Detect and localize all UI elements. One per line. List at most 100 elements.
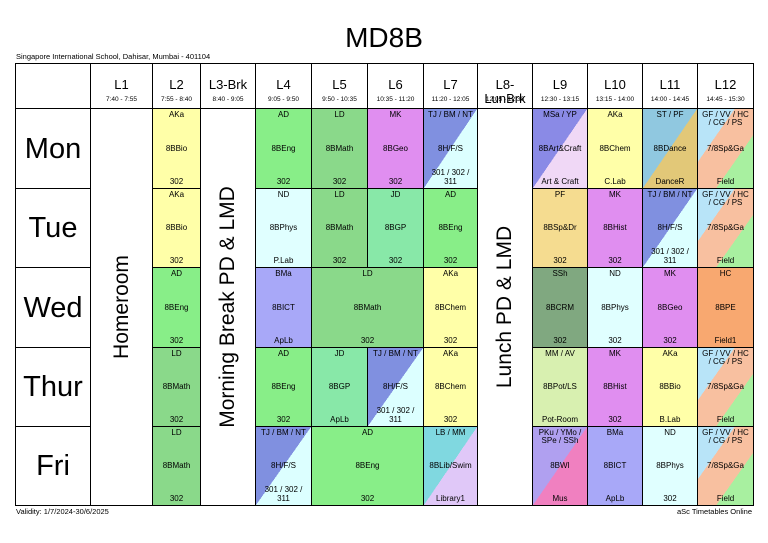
lesson-subject: 8BBio (165, 143, 188, 153)
lesson-cell: MSa / YP 8BArt&Craft Art & Craft (532, 108, 588, 189)
lesson-teacher: GF / VV / HC / CG / PS (702, 349, 749, 367)
lesson-teacher: MK (609, 349, 621, 358)
lesson-cell: ND 8BPhys 302 (587, 267, 643, 348)
period-header: L6 10:35 - 11:20 (367, 63, 424, 109)
lesson-room: 302 (663, 493, 677, 503)
lesson-cell: MK 8BHist 302 (587, 347, 643, 427)
lesson-subject: 7/8Sp&Ga (707, 381, 744, 391)
lesson-subject: 7/8Sp&Ga (707, 222, 744, 232)
title: MD8B (345, 22, 423, 53)
lesson-subject: 8BGeo (383, 143, 408, 153)
lesson-room: 302 (276, 176, 291, 186)
lesson-cell: AKa 8BChem C.Lab (587, 108, 643, 189)
period-header: L4 9:05 - 9:50 (255, 63, 312, 109)
lesson-cell: MK 8BHist 302 (587, 188, 643, 268)
lesson-room: Art & Craft (541, 176, 579, 186)
day-name: Mon (24, 132, 82, 165)
lesson-teacher: HC (719, 269, 732, 278)
lesson-room: 302 (169, 176, 184, 186)
period-header: L12 14:45 - 15:30 (697, 63, 754, 109)
lesson-teacher: LD (334, 110, 345, 119)
lesson-subject: 8BSp&Dr (543, 222, 577, 232)
lesson-room: 301 / 302 / 311 (431, 168, 470, 186)
period-time: 11:20 - 12:05 (431, 96, 470, 103)
lesson-room: 302 (608, 414, 622, 424)
period-time: 7:40 - 7:55 (105, 96, 138, 103)
lesson-subject: 8BEng (355, 460, 380, 470)
lesson-teacher: TJ / BM / NT (373, 349, 418, 358)
lesson-subject: 8BHist (603, 381, 627, 391)
lesson-teacher: BMa (275, 269, 292, 278)
lesson-cell: AD 8BEng 302 (311, 426, 424, 506)
period-time: 12:30 - 13:15 (540, 96, 580, 103)
lesson-teacher: MK (609, 190, 621, 199)
lesson-subject: 8BLib/Swim (429, 460, 472, 470)
lesson-teacher: AKa (442, 349, 459, 358)
lesson-room: Pot-Room (541, 414, 578, 424)
period-time: 14:00 - 14:45 (650, 96, 690, 103)
period-header: L10 13:15 - 14:00 (587, 63, 643, 109)
lesson-cell: ND 8BPhys 302 (642, 426, 698, 506)
lesson-teacher: LD (171, 428, 182, 437)
period-time: 10:35 - 11:20 (376, 96, 415, 103)
lesson-subject: 8BDance (653, 143, 687, 153)
lesson-subject: 8BMath (325, 222, 354, 232)
period-note: Homeroom (109, 255, 133, 359)
lesson-room: 302 (443, 414, 458, 424)
lesson-teacher: AD (170, 269, 183, 278)
lesson-cell: TJ / BM / NT 8H/F/S 301 / 302 / 311 (367, 347, 424, 427)
lesson-cell: LD 8BMath 302 (311, 188, 368, 268)
lesson-room: 301 / 302 / 311 (376, 406, 415, 424)
period-header: L9 12:30 - 13:15 (532, 63, 588, 109)
lesson-cell: AD 8BEng 302 (255, 108, 312, 189)
lesson-room: Field (716, 176, 735, 186)
lesson-subject: 8BBio (165, 222, 188, 232)
lesson-room: B.Lab (659, 414, 681, 424)
lesson-teacher: ND (277, 190, 290, 199)
lesson-room: 302 (169, 255, 184, 265)
lesson-cell: AD 8BEng 302 (152, 267, 201, 348)
lesson-subject: 8BMath (353, 302, 382, 312)
lesson-room: ApLb (605, 493, 625, 503)
lesson-cell: GF / VV / HC / CG / PS 7/8Sp&Ga Field (697, 347, 754, 427)
lesson-cell: AKa 8BBio B.Lab (642, 347, 698, 427)
day-cell: Tue (15, 188, 91, 268)
lesson-room: 302 (360, 493, 375, 503)
lesson-cell: AKa 8BBio 302 (152, 188, 201, 268)
lesson-cell: GF / VV / HC / CG / PS 7/8Sp&Ga Field (697, 188, 754, 268)
period-header: L7 11:20 - 12:05 (423, 63, 478, 109)
lesson-subject: 8BGP (384, 222, 407, 232)
period-header: L2 7:55 - 8:40 (152, 63, 201, 109)
lesson-subject: 7/8Sp&Ga (707, 460, 744, 470)
lesson-subject: 8H/F/S (271, 460, 296, 470)
day-cell: Fri (15, 426, 91, 506)
lesson-teacher: JD (390, 190, 401, 199)
lesson-cell: MM / AV 8BPot/LS Pot-Room (532, 347, 588, 427)
lesson-room: 302 (169, 335, 184, 345)
day-cell: Wed (15, 267, 91, 348)
lesson-cell: MK 8BGeo 302 (367, 108, 424, 189)
lesson-subject: 8H/F/S (438, 143, 463, 153)
lesson-subject: 7/8Sp&Ga (707, 143, 744, 153)
lesson-room: 302 (553, 335, 567, 345)
lesson-teacher: AD (444, 190, 457, 199)
period-header: L3-Brk 8:40 - 9:05 (200, 63, 256, 109)
day-name: Tue (28, 211, 78, 244)
corner-cell (15, 63, 91, 109)
lesson-teacher: GF / VV / HC / CG / PS (702, 110, 749, 128)
lesson-room: P.Lab (273, 255, 294, 265)
period-name: L10 (604, 77, 626, 92)
lesson-cell: LD 8BMath 302 (152, 347, 201, 427)
lesson-teacher: TJ / BM / NT (647, 190, 693, 199)
lesson-cell: LD 8BMath 302 (311, 267, 424, 348)
lesson-teacher: GF / VV / HC / CG / PS (702, 428, 749, 446)
period-note: Morning Break PD & LMD (216, 186, 239, 428)
lesson-room: Field (716, 414, 735, 424)
lesson-subject: 8BEng (271, 381, 296, 391)
lesson-subject: 8BEng (271, 143, 296, 153)
lesson-subject: 8BWI (550, 460, 570, 470)
lesson-teacher: JD (334, 349, 345, 358)
period-name: L6 (388, 77, 403, 92)
lesson-cell: LD 8BMath 302 (152, 426, 201, 506)
